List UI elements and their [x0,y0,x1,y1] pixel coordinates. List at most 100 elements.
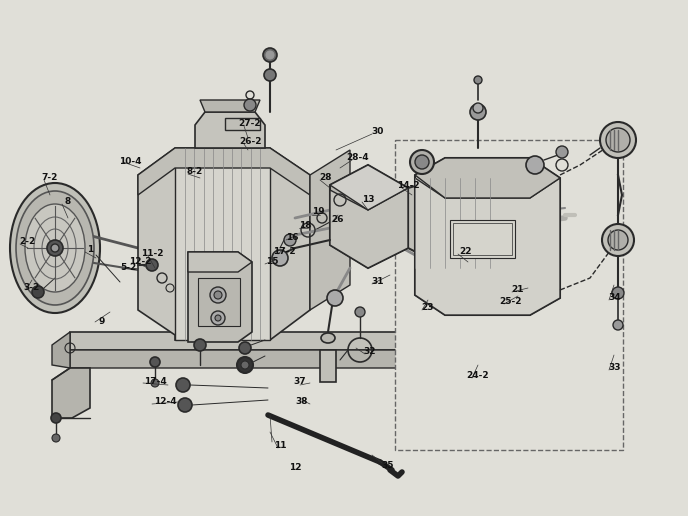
Polygon shape [188,252,252,272]
Polygon shape [310,150,350,310]
Circle shape [151,379,159,387]
Polygon shape [188,252,252,342]
Circle shape [241,361,249,369]
Bar [225,118,260,130]
Polygon shape [70,335,510,368]
Circle shape [474,76,482,84]
Text: 9: 9 [99,317,105,327]
Text: 26-2: 26-2 [239,137,261,147]
Text: 25-2: 25-2 [499,298,522,307]
Text: 15: 15 [266,257,278,266]
Text: 21: 21 [512,285,524,295]
Text: 10-4: 10-4 [119,157,141,167]
Circle shape [355,307,365,317]
Text: 32: 32 [364,347,376,357]
Text: 28-4: 28-4 [347,153,369,163]
Circle shape [239,342,251,354]
Ellipse shape [321,333,335,343]
Text: 24-2: 24-2 [466,370,489,379]
Ellipse shape [10,183,100,313]
Bar [450,220,515,258]
Circle shape [470,104,486,120]
Text: 38: 38 [296,397,308,407]
Circle shape [600,122,636,158]
Circle shape [526,156,544,174]
Circle shape [52,434,60,442]
Text: 30: 30 [372,127,384,137]
Circle shape [237,357,253,373]
Ellipse shape [16,191,94,305]
Polygon shape [52,332,70,368]
Polygon shape [408,175,500,272]
Circle shape [263,48,277,62]
Text: 31: 31 [372,278,385,286]
Circle shape [410,150,434,174]
Circle shape [176,378,190,392]
Circle shape [602,224,634,256]
Text: 22: 22 [459,248,471,256]
Circle shape [608,230,628,250]
Text: 11-2: 11-2 [141,250,163,259]
Circle shape [47,240,63,256]
Circle shape [178,398,192,412]
Polygon shape [52,368,90,418]
Text: 11: 11 [274,441,286,449]
Circle shape [612,287,624,299]
Text: 12-4: 12-4 [153,397,176,407]
Text: 5-2: 5-2 [120,264,136,272]
Polygon shape [195,112,265,148]
Text: 17-4: 17-4 [144,377,166,385]
Polygon shape [430,342,468,378]
Circle shape [211,311,225,325]
Polygon shape [330,165,408,210]
Text: 28: 28 [319,173,331,183]
Polygon shape [70,318,510,350]
Text: 16: 16 [286,234,299,243]
Circle shape [244,99,256,111]
Bar [453,223,512,255]
Text: 33: 33 [609,363,621,373]
Bar [198,278,240,326]
Text: 18: 18 [299,220,311,230]
Text: 8: 8 [65,198,71,206]
Ellipse shape [25,204,85,292]
Circle shape [473,103,483,113]
Polygon shape [138,148,310,340]
Text: 1: 1 [87,246,93,254]
Polygon shape [330,165,408,268]
Circle shape [51,413,61,423]
Circle shape [194,339,206,351]
Text: 12-2: 12-2 [129,257,151,266]
Text: 7-2: 7-2 [42,173,58,183]
Text: 3-2: 3-2 [24,283,40,293]
Circle shape [51,244,59,252]
Polygon shape [415,158,560,198]
Circle shape [272,250,288,266]
Polygon shape [175,148,270,340]
Text: 27-2: 27-2 [239,120,261,128]
Circle shape [606,128,630,152]
Circle shape [146,259,158,271]
Circle shape [32,286,44,298]
Circle shape [613,320,623,330]
Text: 34: 34 [609,294,621,302]
Bar [320,350,336,382]
Text: 37: 37 [294,377,306,385]
Text: 17-2: 17-2 [272,248,295,256]
Circle shape [266,51,274,59]
Circle shape [284,234,296,246]
Circle shape [556,146,568,158]
Bar [395,140,623,450]
Circle shape [150,357,160,367]
Circle shape [210,287,226,303]
Text: 19: 19 [312,207,324,217]
Circle shape [327,290,343,306]
Text: 14-2: 14-2 [397,181,419,189]
Text: 8-2: 8-2 [187,168,203,176]
Text: 26: 26 [332,216,344,224]
Polygon shape [138,148,310,195]
Text: 35: 35 [382,460,394,470]
Text: 2-2: 2-2 [19,237,35,247]
Polygon shape [200,100,260,112]
Polygon shape [415,158,560,315]
